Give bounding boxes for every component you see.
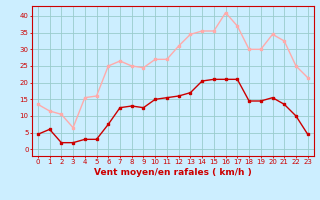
X-axis label: Vent moyen/en rafales ( km/h ): Vent moyen/en rafales ( km/h ) [94,168,252,177]
